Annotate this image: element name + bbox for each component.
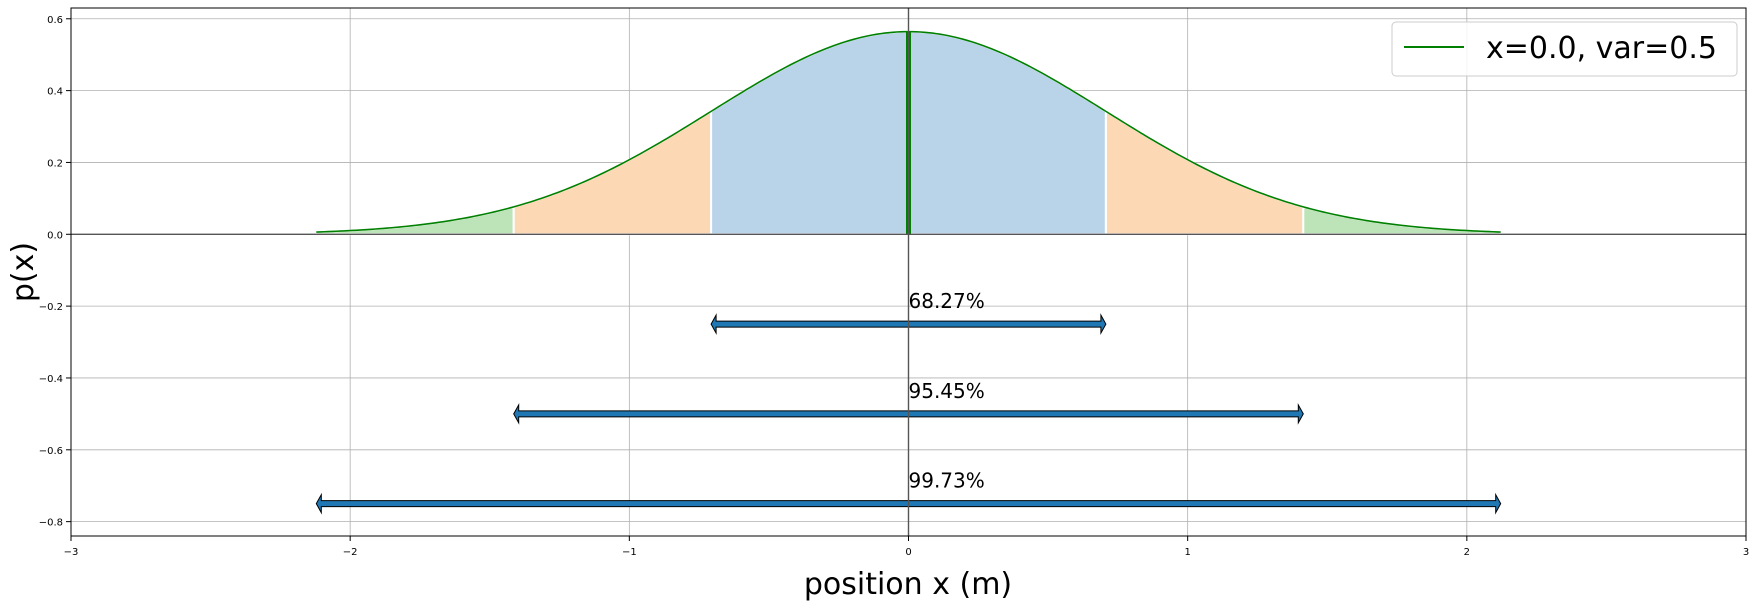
y-tick-label: −0.8 [39,518,63,529]
x-tick-label: −1 [622,547,637,558]
x-tick-label: −3 [64,547,79,558]
x-tick-label: 1 [1184,547,1190,558]
y-tick-label: 0.0 [47,230,63,241]
legend: x=0.0, var=0.5 [1391,21,1738,77]
axes: −3 −2 −1 0 1 2 3 −0.8 −0.6 −0.4 −0.2 0.0 0.2 0.4 0.6 [39,7,1749,558]
y-tick-label: −0.6 [39,446,63,457]
y-axis-label: p(x) [6,242,41,302]
band-label-1: 68.27% [909,289,985,313]
x-tick-label: −2 [343,547,358,558]
x-axis-label: position x (m) [804,567,1012,602]
legend-label: x=0.0, var=0.5 [1486,31,1717,66]
y-tick-label: −0.4 [39,374,63,385]
legend-box [1391,21,1738,77]
x-tick-label: 3 [1743,547,1749,558]
y-tick-label: −0.2 [39,302,63,313]
y-tick-label: 0.4 [47,87,63,98]
x-tick-label: 0 [905,547,911,558]
band-label-2: 95.45% [909,379,985,403]
band-label-3: 99.73% [909,469,985,493]
x-tick-label: 2 [1464,547,1470,558]
y-tick-label: 0.2 [47,158,63,169]
y-tick-label: 0.6 [47,15,63,26]
